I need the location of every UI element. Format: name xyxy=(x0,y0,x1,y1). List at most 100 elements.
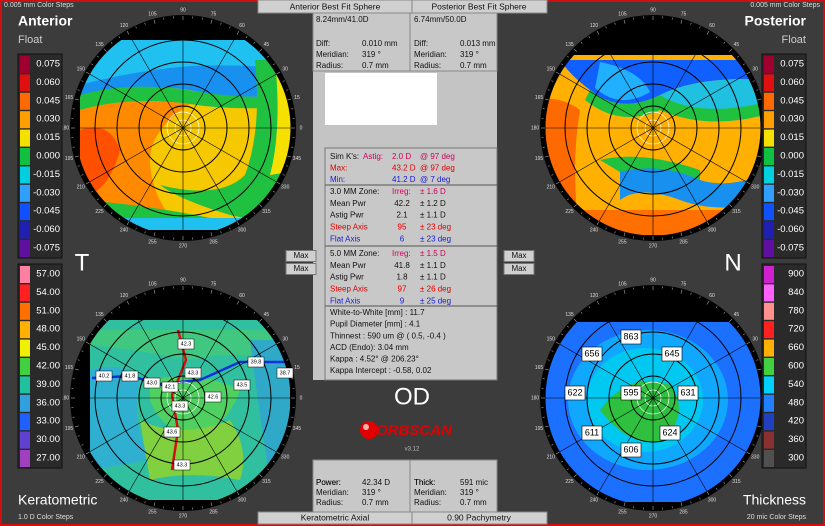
map-steps: 1.0 D Color Steps xyxy=(18,514,74,521)
scale-label: 0.045 xyxy=(36,95,60,106)
cursor-value: 319 ° xyxy=(362,488,381,497)
dial-tick xyxy=(126,491,130,496)
dial-label: 15 xyxy=(294,95,300,101)
zone-label: Mean Pwr xyxy=(330,199,366,208)
scale-swatch xyxy=(20,203,30,221)
dial-label: 315 xyxy=(732,209,741,215)
thickness-value: 631 xyxy=(680,387,695,397)
dial-tick xyxy=(210,232,213,237)
zone-value: 2.1 xyxy=(396,211,408,220)
scale-label: -0.015 xyxy=(33,169,60,180)
scale-swatch xyxy=(20,413,30,431)
dial-tick xyxy=(253,212,256,214)
keratometric-value: 42.6 xyxy=(208,394,219,400)
eye-label: OD xyxy=(394,383,430,410)
dial-label: 210 xyxy=(77,454,86,460)
dial-tick xyxy=(259,318,263,322)
thickness-value: 595 xyxy=(623,387,638,397)
tab[interactable] xyxy=(411,511,548,525)
max-button[interactable] xyxy=(503,250,535,262)
scale-swatch xyxy=(764,321,774,339)
dial-tick xyxy=(135,296,137,299)
scale-swatch xyxy=(764,56,774,73)
thickness-value: 611 xyxy=(585,427,599,437)
dial-tick xyxy=(259,204,263,208)
map-subtitle: Float xyxy=(782,34,806,46)
dial-label: 195 xyxy=(535,426,544,432)
keratometric-value: 42.3 xyxy=(181,341,192,347)
cursor-label: Meridian: xyxy=(316,488,349,497)
dial-tick xyxy=(544,155,549,158)
scale-label: 600 xyxy=(788,361,804,372)
scale-label: 660 xyxy=(788,342,804,353)
dial-tick xyxy=(74,425,79,428)
dial-label: 120 xyxy=(120,23,129,29)
zone-label: Flat Axis xyxy=(330,234,360,243)
cursor-label: Thick: xyxy=(414,478,435,487)
dial-tick xyxy=(680,502,683,507)
dial-label: 90 xyxy=(650,277,656,283)
keratometric-value: 43.3 xyxy=(188,370,199,376)
scale-swatch xyxy=(20,240,30,257)
scale-label: 0.015 xyxy=(36,132,60,143)
tab[interactable] xyxy=(411,0,548,14)
dial-tick xyxy=(729,474,733,478)
dial-tick xyxy=(103,48,107,52)
measurement: Kappa : 4.52° @ 206.23° xyxy=(330,355,419,364)
scale-label: 0.030 xyxy=(36,114,60,125)
cursor-box xyxy=(409,459,498,513)
dial-tick xyxy=(126,300,130,305)
map-subtitle: Float xyxy=(18,34,42,46)
dial-label: 315 xyxy=(262,209,271,215)
max-button[interactable] xyxy=(503,263,535,275)
zone-sd: ± 23 deg xyxy=(420,234,451,243)
dial-tick xyxy=(588,36,591,39)
dial-tick xyxy=(588,306,591,309)
scale-swatch xyxy=(764,111,774,129)
scale-label: -0.015 xyxy=(777,169,804,180)
dial-label: 345 xyxy=(293,426,302,432)
dial-tick xyxy=(742,190,745,193)
zone-title: 3.0 MM Zone: xyxy=(330,187,379,196)
dial-label: 150 xyxy=(77,66,86,72)
dial-label: 300 xyxy=(708,228,717,234)
dial-tick xyxy=(135,26,137,29)
sim-k-label: Min: xyxy=(330,175,345,184)
value-box xyxy=(161,381,179,393)
dial-tick xyxy=(752,174,755,176)
max-button[interactable] xyxy=(285,250,317,262)
dial-label: 300 xyxy=(708,498,717,504)
dial-tick xyxy=(699,497,701,500)
dial-tick xyxy=(567,198,569,201)
thickness-value: 606 xyxy=(623,444,638,454)
tab-label: Keratometric Axial xyxy=(301,512,370,522)
best-fit-label: Meridian: xyxy=(316,50,349,59)
dial-tick xyxy=(259,474,263,478)
keratometric-value: 39.8 xyxy=(251,359,262,365)
dial-tick xyxy=(97,55,99,58)
scale-swatch xyxy=(764,450,774,467)
dial-label: 210 xyxy=(77,184,86,190)
max-button[interactable] xyxy=(285,263,317,275)
scale-label: 51.00 xyxy=(36,305,60,316)
dial-tick xyxy=(551,350,554,352)
dial-tick xyxy=(85,71,90,75)
dial-tick xyxy=(596,300,600,305)
dial-tick xyxy=(737,198,739,201)
dial-tick xyxy=(272,63,275,66)
dial-tick xyxy=(614,292,616,295)
keratometric-value: 43.6 xyxy=(167,429,178,435)
scale-swatch xyxy=(764,129,774,147)
dial-tick xyxy=(605,497,607,500)
measurement: Kappa Intercept : -0.58, 0.02 xyxy=(330,366,432,375)
dial-tick xyxy=(253,312,256,314)
zone-sd: ± 23 deg xyxy=(420,223,451,232)
scale-label: 0.060 xyxy=(36,77,60,88)
scale-label: 840 xyxy=(788,287,804,298)
dial-label: 60 xyxy=(239,23,245,29)
dial-label: 180 xyxy=(531,125,540,131)
scale-swatch xyxy=(20,129,30,147)
dial-tick xyxy=(282,174,285,176)
scale-swatch xyxy=(764,184,774,202)
